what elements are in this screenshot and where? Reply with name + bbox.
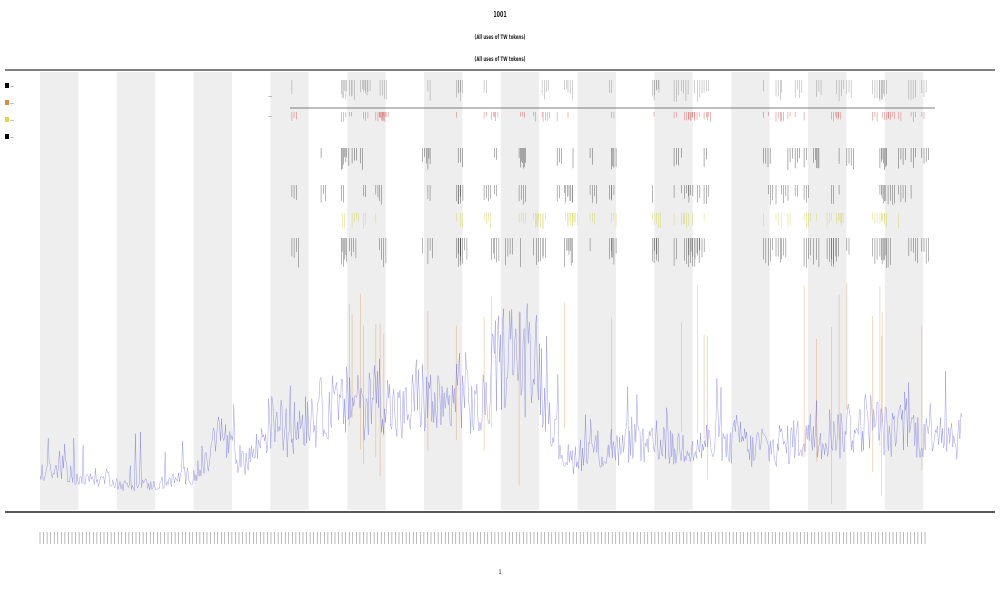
inset-legend-label: — bbox=[268, 94, 272, 99]
band bbox=[808, 72, 847, 510]
band bbox=[116, 72, 156, 510]
background-bands bbox=[40, 72, 924, 510]
band bbox=[193, 72, 232, 510]
x-tick-labels bbox=[39, 532, 926, 544]
legend-swatch bbox=[5, 117, 9, 122]
band bbox=[40, 72, 79, 510]
band bbox=[347, 72, 386, 510]
legend-swatch bbox=[5, 83, 9, 88]
title-line: (All uses of TW tokens) bbox=[475, 56, 526, 63]
x-axis-label: 1 bbox=[498, 569, 502, 576]
legend-label: — bbox=[10, 84, 14, 89]
inset-legend-label: — bbox=[268, 114, 272, 119]
legend: — — — — bbox=[5, 83, 14, 140]
band bbox=[424, 72, 463, 510]
legend-swatch bbox=[5, 100, 9, 105]
chart-title: 1001 (All uses of TW tokens) (All uses of … bbox=[475, 10, 526, 64]
series-line bbox=[39, 303, 963, 491]
band bbox=[577, 72, 616, 510]
legend-swatch bbox=[5, 134, 9, 139]
title-line: (All uses of TW tokens) bbox=[475, 34, 526, 41]
band bbox=[654, 72, 693, 510]
legend-label: — bbox=[10, 135, 14, 140]
legend-label: — bbox=[10, 118, 14, 123]
title-line: 1001 bbox=[493, 10, 507, 20]
band bbox=[884, 72, 924, 510]
band bbox=[270, 72, 309, 510]
legend-label: — bbox=[10, 101, 14, 106]
inset-legend: —— bbox=[268, 94, 272, 119]
band bbox=[500, 72, 540, 510]
event-rugs bbox=[291, 80, 929, 268]
band bbox=[731, 72, 770, 510]
series-path bbox=[39, 303, 963, 491]
